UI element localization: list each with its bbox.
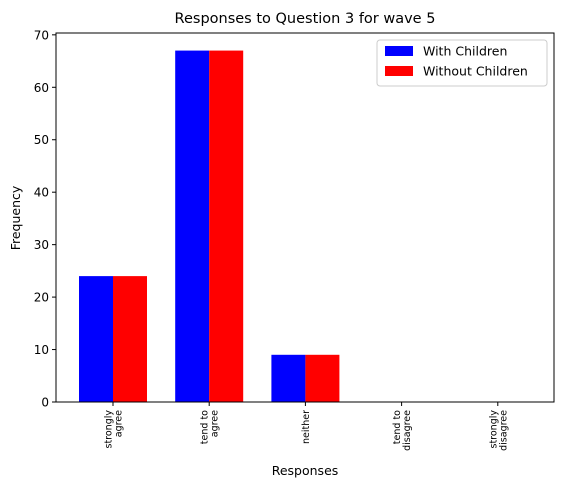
bar-without-children-2: [305, 354, 340, 402]
x-tick-label-line: tend to: [200, 410, 211, 444]
plot-frame: [55, 32, 555, 403]
x-tick-label-line: neither: [301, 410, 312, 444]
bar-with-children-0: [79, 276, 113, 402]
bars-group: [79, 50, 340, 402]
y-tick-label: 40: [34, 186, 49, 200]
bar-with-children-1: [175, 50, 210, 402]
y-tick-label: 10: [34, 343, 49, 357]
y-tick-label: 60: [34, 81, 49, 95]
x-tick-label: tend to disagree: [392, 410, 413, 451]
legend-label: With Children: [423, 44, 507, 59]
x-tick-label: strongly agree: [104, 410, 125, 449]
y-tick-label: 20: [34, 291, 49, 305]
x-tick-label-line: strongly: [488, 410, 499, 449]
x-axis-label: Responses: [272, 463, 339, 478]
x-tick-label: strongly disagree: [488, 410, 509, 451]
y-tick-label: 30: [34, 238, 49, 252]
bar-with-children-2: [271, 354, 306, 402]
x-tick-label-line: strongly: [104, 410, 115, 449]
x-axis: strongly agree tend to agree neither tend to d…: [104, 402, 509, 451]
x-tick-label-line: agree: [210, 410, 221, 437]
legend-swatch: [385, 66, 413, 76]
legend-box: [376, 39, 548, 87]
x-tick-label-line: agree: [114, 410, 125, 437]
chart-title: Responses to Question 3 for wave 5: [175, 11, 436, 27]
y-tick-label: 70: [34, 28, 49, 42]
x-tick-label-line: tend to: [392, 410, 403, 444]
bar-without-children-0: [113, 276, 147, 402]
y-axis: 0 10 20 30 40 50 60 70: [34, 28, 56, 410]
y-axis-label: Frequency: [8, 185, 23, 250]
x-tick-label: tend to agree: [200, 410, 221, 444]
x-tick-label-line: disagree: [402, 410, 413, 451]
y-tick-label: 50: [34, 133, 49, 147]
x-tick-label-line: disagree: [498, 410, 509, 451]
legend-label: Without Children: [423, 64, 528, 79]
x-tick-label: neither: [301, 410, 312, 444]
legend-swatch: [385, 46, 413, 56]
legend: With Children Without Children: [376, 39, 548, 87]
y-tick-label: 0: [41, 396, 49, 410]
bar-without-children-1: [209, 50, 244, 402]
